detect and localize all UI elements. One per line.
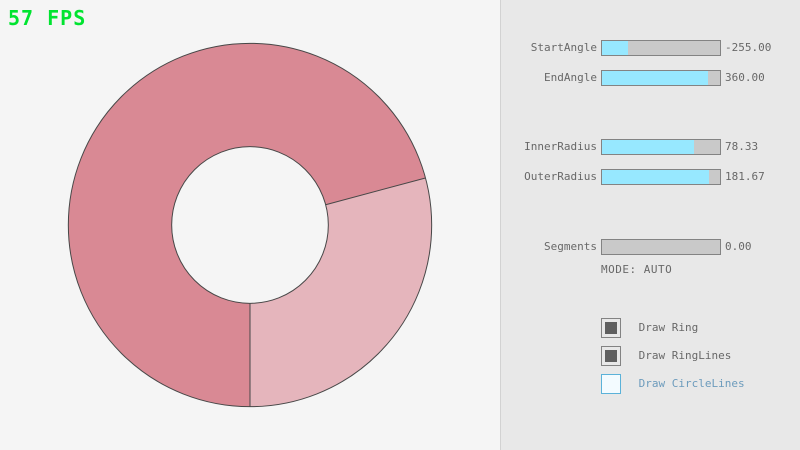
ring-edge-lines xyxy=(249,177,426,407)
control-panel: StartAngle -255.00 EndAngle 360.00 Inner… xyxy=(500,0,800,450)
innerradius-slider[interactable] xyxy=(601,139,721,155)
segments-value: 0.00 xyxy=(725,240,752,253)
innerradius-slider-fill xyxy=(602,140,695,154)
draw-circlelines-checkbox-label: Draw CircleLines xyxy=(638,376,745,390)
segments-mode-text: MODE: AUTO xyxy=(601,263,673,276)
outerradius-slider[interactable] xyxy=(601,169,721,185)
endangle-slider[interactable] xyxy=(601,70,721,86)
checkbox-checked-icon xyxy=(605,321,617,334)
slider-row-startangle: StartAngle -255.00 xyxy=(501,40,800,56)
draw-ringlines-checkbox-box xyxy=(601,345,621,366)
checkbox-checked-icon xyxy=(605,349,617,362)
fps-counter: 57 FPS xyxy=(8,6,87,30)
draw-ring-checkbox[interactable]: Draw Ring xyxy=(601,317,699,338)
outerradius-label: OuterRadius xyxy=(524,170,597,183)
startangle-value: -255.00 xyxy=(725,41,772,54)
innerradius-value: 78.33 xyxy=(725,140,759,153)
ring-inner-line xyxy=(171,146,329,304)
draw-ring-checkbox-label: Draw Ring xyxy=(638,320,699,334)
startangle-label: StartAngle xyxy=(530,41,597,54)
draw-ringlines-checkbox-label: Draw RingLines xyxy=(638,348,732,362)
ring-demo-canvas xyxy=(67,42,433,408)
slider-row-outerradius: OuterRadius 181.67 xyxy=(501,169,800,185)
segments-label: Segments xyxy=(544,240,597,253)
slider-row-endangle: EndAngle 360.00 xyxy=(501,70,800,86)
slider-row-segments: Segments 0.00 xyxy=(501,239,800,255)
segments-slider[interactable] xyxy=(601,239,721,255)
startangle-slider-fill xyxy=(602,41,628,55)
outerradius-value: 181.67 xyxy=(725,170,765,183)
endangle-value: 360.00 xyxy=(725,71,765,84)
ring-single-pass-sector xyxy=(250,177,432,407)
slider-row-innerradius: InnerRadius 78.33 xyxy=(501,139,800,155)
startangle-slider[interactable] xyxy=(601,40,721,56)
innerradius-label: InnerRadius xyxy=(524,140,597,153)
draw-circlelines-checkbox[interactable]: Draw CircleLines xyxy=(601,373,745,394)
draw-ring-checkbox-box xyxy=(601,317,621,338)
draw-circlelines-checkbox-box xyxy=(601,373,621,394)
draw-ringlines-checkbox[interactable]: Draw RingLines xyxy=(601,345,732,366)
endangle-label: EndAngle xyxy=(544,71,597,84)
outerradius-slider-fill xyxy=(602,170,710,184)
endangle-slider-fill xyxy=(602,71,709,85)
